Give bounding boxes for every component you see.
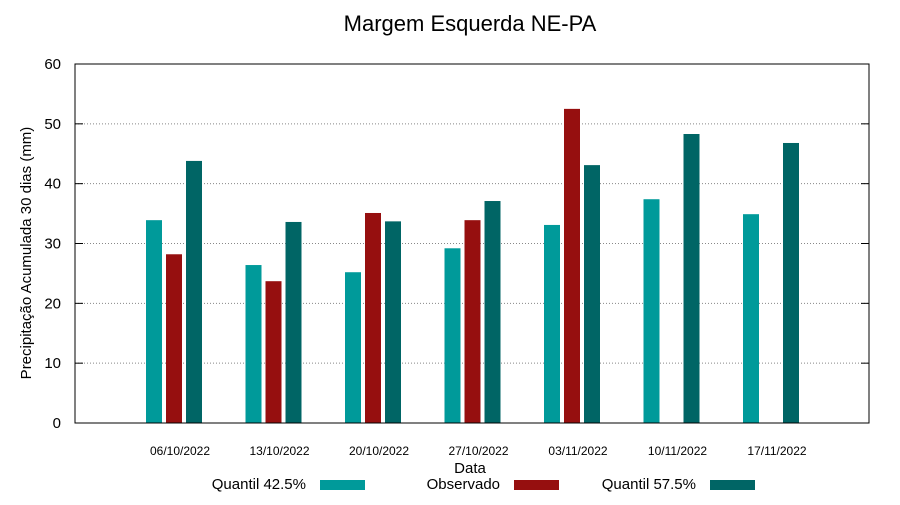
legend-label: Quantil 42.5% <box>212 476 306 493</box>
x-tick-label: 03/11/2022 <box>548 444 607 458</box>
x-axis-label: Data <box>454 460 486 477</box>
grid-lines <box>75 123 869 364</box>
legend-swatch <box>710 480 755 490</box>
chart-title: Margem Esquerda NE-PA <box>344 11 597 36</box>
legend-swatch <box>320 480 365 490</box>
bar-quantil-57-5- <box>186 160 202 423</box>
bar-observado <box>365 212 381 423</box>
legend-swatch <box>514 480 559 490</box>
x-tick-label: 20/10/2022 <box>349 444 409 458</box>
y-tick-label: 60 <box>44 56 61 73</box>
bar-observado <box>464 220 481 423</box>
legend-label: Quantil 57.5% <box>602 476 696 493</box>
x-tick-label: 13/10/2022 <box>249 444 309 458</box>
bar-quantil-57-5- <box>584 165 600 423</box>
y-tick-label: 50 <box>44 116 61 133</box>
bar-quantil-57-5- <box>683 134 700 423</box>
bar-quantil-42-5- <box>245 265 262 423</box>
bar-quantil-42-5- <box>544 224 560 423</box>
x-tick-label: 27/10/2022 <box>448 444 508 458</box>
y-tick-label: 20 <box>44 295 61 312</box>
legend: Quantil 42.5% Observado Quantil 57.5% <box>212 476 755 493</box>
x-tick-label: 17/11/2022 <box>747 444 806 458</box>
bar-observado <box>564 108 580 423</box>
bar-quantil-42-5- <box>146 220 162 423</box>
legend-label: Observado <box>427 476 500 493</box>
bar-quantil-57-5- <box>484 201 501 423</box>
bar-quantil-42-5- <box>643 199 660 423</box>
x-tick-label: 10/11/2022 <box>648 444 707 458</box>
x-tick-label: 06/10/2022 <box>150 444 210 458</box>
bar-quantil-57-5- <box>783 142 799 424</box>
bar-quantil-42-5- <box>444 248 461 423</box>
y-tick-label: 0 <box>53 415 61 432</box>
bars-group <box>146 108 799 424</box>
bar-quantil-42-5- <box>345 272 361 423</box>
bar-quantil-57-5- <box>285 221 302 423</box>
bar-observado <box>166 254 182 423</box>
y-axis-label: Precipitação Acumulada 30 dias (mm) <box>18 127 35 380</box>
y-tick-label: 30 <box>44 236 61 253</box>
bar-quantil-57-5- <box>385 221 401 423</box>
x-ticks: 06/10/2022 13/10/2022 20/10/2022 27/10/2022… <box>150 444 807 458</box>
bar-observado <box>265 281 282 423</box>
bar-quantil-42-5- <box>743 214 759 423</box>
y-tick-label: 40 <box>44 176 61 193</box>
y-ticks: 0 10 20 30 40 50 60 <box>44 56 869 432</box>
y-tick-label: 10 <box>44 355 61 372</box>
